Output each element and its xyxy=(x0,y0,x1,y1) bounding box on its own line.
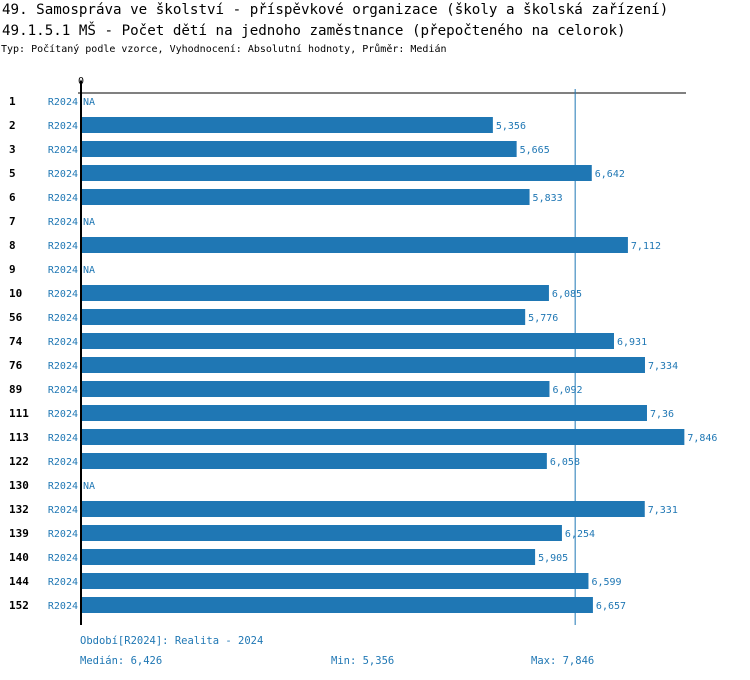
series-label: R2024 xyxy=(48,385,78,396)
data-label: 5,833 xyxy=(533,193,563,204)
data-label: 6,599 xyxy=(591,577,621,588)
series-label: R2024 xyxy=(48,433,78,444)
category-label: 6 xyxy=(9,191,16,204)
bar xyxy=(81,501,645,517)
series-label: R2024 xyxy=(48,121,78,132)
category-label: 5 xyxy=(9,167,16,180)
series-label: R2024 xyxy=(48,193,78,204)
data-label: 5,905 xyxy=(538,553,568,564)
data-label: 7,846 xyxy=(687,433,717,444)
data-label: 6,657 xyxy=(596,601,626,612)
series-label: R2024 xyxy=(48,577,78,588)
data-label: 5,665 xyxy=(520,145,550,156)
bar xyxy=(81,453,547,469)
legend-period: Období[R2024]: Realita - 2024 xyxy=(80,635,264,647)
category-label: 132 xyxy=(9,503,29,516)
bar xyxy=(81,429,685,445)
bar xyxy=(81,117,493,133)
series-label: R2024 xyxy=(48,97,78,108)
series-label: R2024 xyxy=(48,409,78,420)
bar xyxy=(81,165,592,181)
data-label: NA xyxy=(83,97,95,108)
category-label: 139 xyxy=(9,527,29,540)
bar xyxy=(81,333,614,349)
category-label: 1 xyxy=(9,95,16,108)
category-label: 7 xyxy=(9,215,16,228)
series-label: R2024 xyxy=(48,601,78,612)
series-label: R2024 xyxy=(48,337,78,348)
series-label: R2024 xyxy=(48,145,78,156)
category-label: 130 xyxy=(9,479,29,492)
data-label: 5,356 xyxy=(496,121,526,132)
data-label: NA xyxy=(83,217,95,228)
category-label: 140 xyxy=(9,551,29,564)
series-label: R2024 xyxy=(48,313,78,324)
data-label: 6,642 xyxy=(595,169,625,180)
chart-title: 49. Samospráva ve školství - příspěvkové… xyxy=(2,2,669,18)
category-label: 8 xyxy=(9,239,16,252)
chart-info: Typ: Počítaný podle vzorce, Vyhodnocení:… xyxy=(1,44,447,55)
series-label: R2024 xyxy=(48,217,78,228)
chart-subtitle: 49.1.5.1 MŠ - Počet dětí na jednoho zamě… xyxy=(2,23,626,39)
category-label: 144 xyxy=(9,575,29,588)
category-label: 10 xyxy=(9,287,22,300)
series-label: R2024 xyxy=(48,505,78,516)
series-label: R2024 xyxy=(48,289,78,300)
bar xyxy=(81,285,549,301)
data-label: 7,112 xyxy=(631,241,661,252)
category-label: 3 xyxy=(9,143,16,156)
data-label: 6,254 xyxy=(565,529,595,540)
bar xyxy=(81,597,593,613)
bar xyxy=(81,381,550,397)
data-label: 5,776 xyxy=(528,313,558,324)
data-label: 6,931 xyxy=(617,337,647,348)
category-label: 2 xyxy=(9,119,16,132)
series-label: R2024 xyxy=(48,361,78,372)
bar xyxy=(81,549,536,565)
stat-max: Max: 7,846 xyxy=(531,655,595,667)
bar xyxy=(81,357,645,373)
category-label: 74 xyxy=(9,335,23,348)
category-label: 152 xyxy=(9,599,29,612)
bar xyxy=(81,309,526,325)
series-label: R2024 xyxy=(48,553,78,564)
category-label: 76 xyxy=(9,359,23,372)
category-label: 56 xyxy=(9,311,23,324)
series-label: R2024 xyxy=(48,265,78,276)
category-label: 9 xyxy=(9,263,16,276)
series-label: R2024 xyxy=(48,241,78,252)
data-label: 7,331 xyxy=(648,505,678,516)
series-label: R2024 xyxy=(48,169,78,180)
series-label: R2024 xyxy=(48,529,78,540)
category-label: 111 xyxy=(9,407,29,420)
bar xyxy=(81,141,517,157)
bar xyxy=(81,525,562,541)
bar xyxy=(81,405,647,421)
bar xyxy=(81,189,530,205)
category-label: 122 xyxy=(9,455,29,468)
category-label: 113 xyxy=(9,431,29,444)
stat-median: Medián: 6,426 xyxy=(80,655,163,667)
bar xyxy=(81,573,589,589)
stat-min: Min: 5,356 xyxy=(331,655,395,667)
data-label: 6,092 xyxy=(552,385,582,396)
bar xyxy=(81,237,628,253)
data-label: 7,334 xyxy=(648,361,678,372)
data-label: 7,36 xyxy=(650,409,674,420)
category-label: 89 xyxy=(9,383,22,396)
series-label: R2024 xyxy=(48,457,78,468)
data-label: 6,058 xyxy=(550,457,580,468)
data-label: 6,085 xyxy=(552,289,582,300)
data-label: NA xyxy=(83,265,95,276)
series-label: R2024 xyxy=(48,481,78,492)
data-label: NA xyxy=(83,481,95,492)
